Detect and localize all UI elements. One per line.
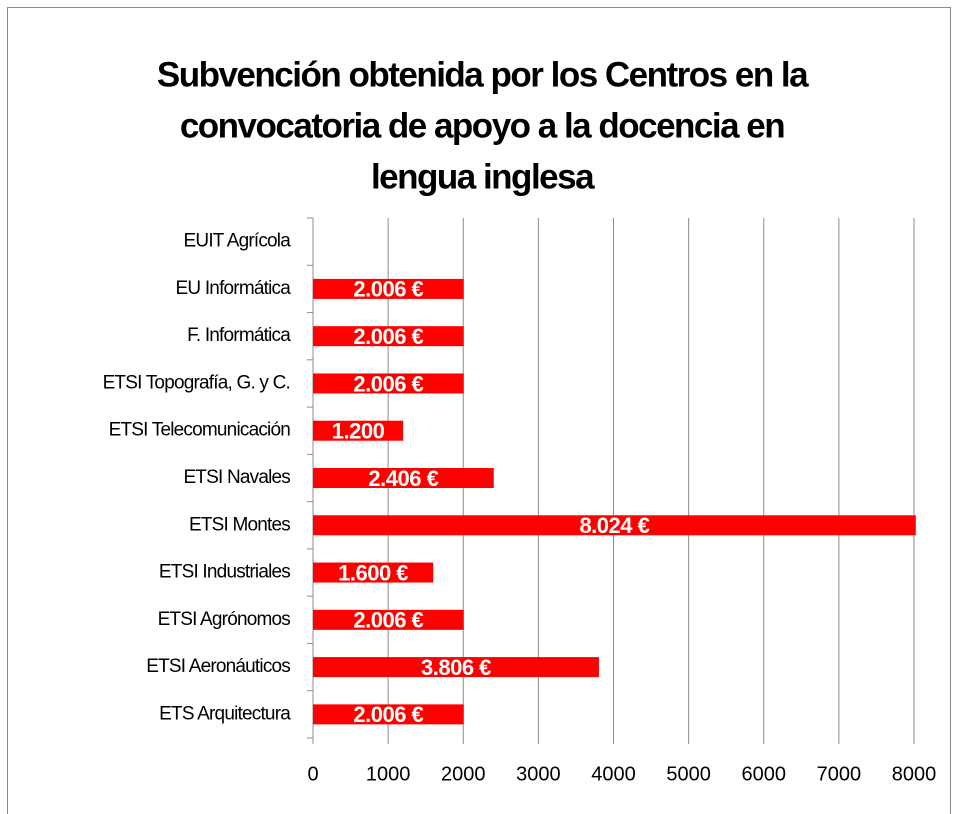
y-tick-label: ETSI Montes: [189, 514, 290, 535]
x-tick-label: 0: [307, 763, 318, 785]
y-tick-label: EU Informática: [176, 278, 292, 299]
bar: [313, 515, 916, 536]
y-tick-label: ETS Arquitectura: [159, 703, 291, 724]
chart-frame: [7, 7, 951, 814]
bar: [313, 704, 464, 725]
chart-title: Subvención obtenida por los Centros en l…: [157, 55, 809, 94]
data-label: 8.024 €: [579, 513, 649, 538]
x-tick-label: 5000: [666, 763, 711, 785]
bar: [313, 609, 464, 630]
x-tick-label: 3000: [516, 763, 561, 785]
bar: [313, 657, 599, 678]
bar: [313, 326, 464, 347]
bar: [313, 373, 464, 394]
y-tick-label: ETSI Topografía, G. y C.: [103, 372, 290, 393]
y-tick-label: ETSI Telecomunicación: [109, 420, 291, 441]
bar: [313, 562, 434, 583]
y-tick-label: ETSI Industriales: [159, 562, 290, 583]
chart-title: lengua inglesa: [371, 157, 595, 196]
x-tick-label: 6000: [742, 763, 787, 785]
x-tick-label: 7000: [817, 763, 862, 785]
bar: [313, 420, 404, 441]
data-label: 3.806 €: [421, 655, 491, 680]
data-label: 2.006 €: [353, 371, 423, 396]
y-tick-label: ETSI Aeronáuticos: [146, 656, 290, 677]
x-tick-label: 8000: [892, 763, 937, 785]
x-tick-label: 4000: [591, 763, 636, 785]
data-label: 1.200: [332, 419, 385, 444]
bar: [313, 468, 494, 488]
data-label: 2.006 €: [353, 702, 423, 727]
x-tick-label: 2000: [441, 763, 486, 785]
data-label: 2.006 €: [353, 277, 423, 302]
data-label: 2.406 €: [368, 466, 438, 491]
chart-title: convocatoria de apoyo a la docencia en: [180, 106, 784, 145]
x-tick-label: 1000: [366, 763, 411, 785]
data-label: 2.006 €: [353, 608, 423, 633]
y-tick-label: F. Informática: [187, 325, 291, 346]
y-tick-label: ETSI Agrónomos: [158, 609, 291, 630]
y-tick-label: ETSI Navales: [183, 467, 290, 488]
data-label: 2.006 €: [353, 324, 423, 349]
y-tick-label: EUIT Agrícola: [184, 231, 292, 252]
bar: [313, 278, 464, 299]
data-label: 1.600 €: [338, 560, 408, 585]
